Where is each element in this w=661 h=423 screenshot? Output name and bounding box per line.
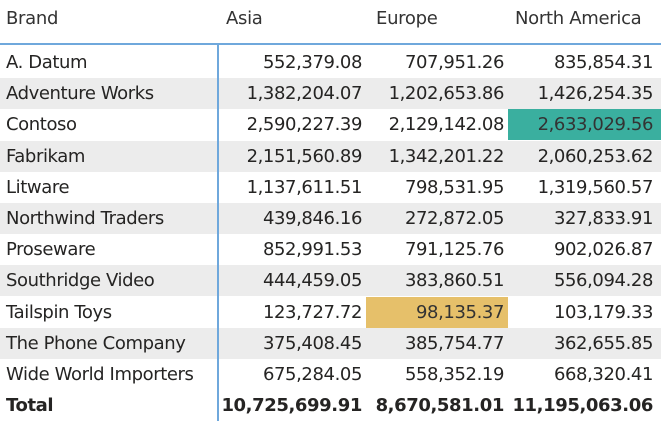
table-row[interactable]: Northwind Traders 439,846.16 272,872.05 327… [0, 203, 661, 234]
asia-value-cell: 2,590,227.39 [246, 114, 363, 136]
north-america-value-cell: 902,026.87 [553, 239, 653, 261]
europe-value-cell: 8,670,581.01 [375, 395, 505, 417]
table-row[interactable]: Wide World Importers 675,284.05 558,352.19… [0, 359, 661, 390]
table-row[interactable]: The Phone Company 375,408.45 385,754.77 362… [0, 327, 661, 359]
brand-cell: Southridge Video [6, 270, 155, 292]
north-america-value-cell: 2,633,029.56 [508, 109, 661, 141]
table-row[interactable]: Adventure Works 1,382,204.07 1,202,653.86 1… [0, 78, 661, 110]
europe-value-cell: 98,135.37 [366, 296, 508, 328]
matrix-header: Brand Asia Europe North America [0, 0, 661, 45]
europe-value-cell: 272,872.05 [404, 208, 504, 229]
europe-value-cell: 2,129,142.08 [388, 114, 505, 136]
column-header-asia[interactable]: Asia [226, 8, 263, 29]
table-row[interactable]: Fabrikam 2,151,560.89 1,342,201.22 2,060,25… [0, 140, 661, 172]
row-header-divider [217, 45, 219, 421]
asia-value-cell: 375,408.45 [262, 332, 362, 354]
brand-cell: The Phone Company [6, 332, 186, 354]
north-america-value-cell: 556,094.28 [553, 270, 653, 292]
brand-cell: A. Datum [6, 52, 88, 73]
asia-value-cell: 675,284.05 [262, 364, 362, 385]
europe-value-cell: 791,125.76 [404, 239, 504, 261]
north-america-value-cell: 11,195,063.06 [512, 395, 653, 417]
brand-cell: Northwind Traders [6, 208, 164, 229]
europe-value-cell: 383,860.51 [404, 270, 504, 292]
brand-cell: Wide World Importers [6, 364, 194, 385]
total-row[interactable]: Total 10,725,699.91 8,670,581.01 11,195,063… [0, 390, 661, 421]
table-row[interactable]: Litware 1,137,611.51 798,531.95 1,319,560.5… [0, 172, 661, 203]
north-america-value-cell: 1,319,560.57 [537, 176, 654, 198]
north-america-value-cell: 362,655.85 [553, 332, 653, 354]
europe-value-cell: 707,951.26 [404, 52, 504, 73]
north-america-value-cell: 835,854.31 [553, 52, 653, 73]
asia-value-cell: 2,151,560.89 [246, 145, 363, 167]
north-america-value-cell: 668,320.41 [553, 364, 653, 385]
table-row[interactable]: Proseware 852,991.53 791,125.76 902,026.87 [0, 234, 661, 265]
table-row[interactable]: Tailspin Toys 123,727.72 98,135.37 103,179.… [0, 296, 661, 328]
column-header-brand[interactable]: Brand [6, 8, 59, 29]
table-row[interactable]: A. Datum 552,379.08 707,951.26 835,854.31 [0, 47, 661, 78]
brand-cell: Litware [6, 176, 70, 198]
brand-cell: Tailspin Toys [6, 301, 112, 323]
asia-value-cell: 10,725,699.91 [221, 395, 362, 417]
brand-cell: Adventure Works [6, 83, 154, 105]
europe-value-cell: 798,531.95 [404, 176, 504, 198]
asia-value-cell: 444,459.05 [262, 270, 362, 292]
asia-value-cell: 123,727.72 [262, 301, 362, 323]
table-row[interactable]: Contoso 2,590,227.39 2,129,142.08 2,633,029… [0, 109, 661, 141]
total-label: Total [6, 395, 54, 417]
europe-value-cell: 1,342,201.22 [388, 145, 505, 167]
asia-value-cell: 1,382,204.07 [246, 83, 363, 105]
europe-value-cell: 385,754.77 [404, 332, 504, 354]
north-america-value-cell: 103,179.33 [553, 301, 653, 323]
europe-value-cell: 1,202,653.86 [388, 83, 505, 105]
asia-value-cell: 439,846.16 [262, 208, 362, 229]
table-row[interactable]: Southridge Video 444,459.05 383,860.51 556,… [0, 265, 661, 297]
brand-cell: Contoso [6, 114, 77, 136]
brand-cell: Fabrikam [6, 145, 86, 167]
asia-value-cell: 852,991.53 [262, 239, 362, 261]
asia-value-cell: 1,137,611.51 [246, 176, 363, 198]
asia-value-cell: 552,379.08 [262, 52, 362, 73]
north-america-value-cell: 2,060,253.62 [537, 145, 654, 167]
europe-value-cell: 558,352.19 [404, 364, 504, 385]
column-header-north-america[interactable]: North America [515, 8, 642, 29]
column-header-europe[interactable]: Europe [376, 8, 438, 29]
brand-cell: Proseware [6, 239, 96, 261]
north-america-value-cell: 1,426,254.35 [537, 83, 654, 105]
north-america-value-cell: 327,833.91 [553, 208, 653, 229]
